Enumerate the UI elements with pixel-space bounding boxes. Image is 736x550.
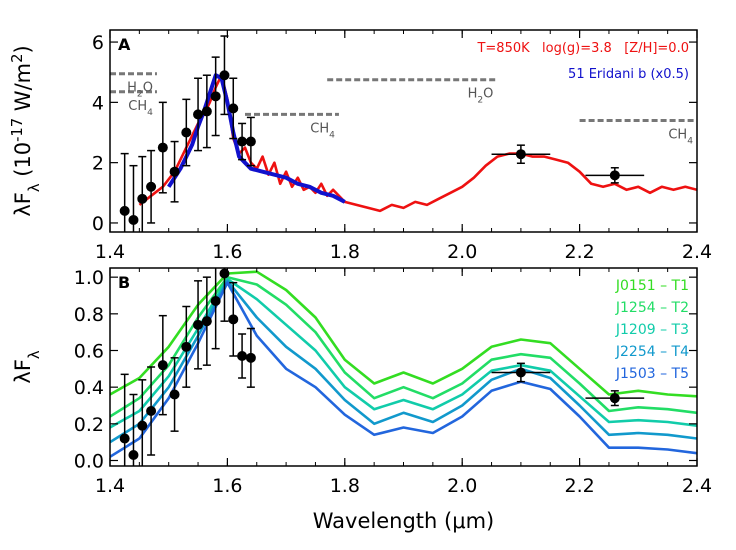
- y-tick-label: 0.0: [74, 451, 104, 473]
- data-point: [228, 314, 239, 325]
- x-tick-label: 2.4: [682, 241, 712, 263]
- data-point: [515, 149, 526, 160]
- y-tick-label: 0.8: [74, 304, 104, 326]
- x-tick-label: 2.2: [564, 241, 594, 263]
- data-point: [228, 103, 239, 114]
- data-point: [119, 205, 130, 216]
- data-point: [181, 127, 192, 138]
- data-point: [201, 316, 212, 327]
- series-line: [138, 73, 697, 213]
- x-tick-label: 1.8: [330, 241, 360, 263]
- data-point: [210, 91, 221, 102]
- legend-entry: J0151 – T1: [615, 278, 689, 294]
- x-tick-label: 2.0: [447, 241, 477, 263]
- x-tick-label: 1.6: [212, 241, 242, 263]
- x-tick-label: 2.0: [447, 475, 477, 497]
- plot-area: [110, 268, 697, 466]
- series-line: [110, 270, 697, 398]
- series-line: [110, 277, 697, 429]
- data-point: [210, 296, 221, 306]
- y-tick-label: 0: [92, 213, 104, 235]
- data-point: [609, 170, 620, 181]
- panel-b: 1.4 1.6 1.8 2.0 2.2 2.4 0.0 0.2 0.4 0.6 0.8 1.0 BλFλ…: [11, 267, 712, 533]
- data-point: [181, 341, 192, 352]
- series-line: [167, 73, 346, 204]
- data-point: [193, 319, 204, 330]
- x-tick-label: 1.4: [95, 241, 125, 263]
- x-axis-title: Wavelength (μm): [313, 509, 494, 533]
- y-tick-label: 0.6: [74, 341, 104, 363]
- data-point: [237, 136, 248, 147]
- data-point: [237, 351, 248, 361]
- legend-entry: J1209 – T3: [615, 322, 689, 338]
- y-tick-label: 1.0: [74, 267, 104, 289]
- data-point: [146, 406, 157, 416]
- plot-area: [110, 35, 697, 232]
- y-tick-label: 0.4: [74, 377, 104, 399]
- data-point: [193, 109, 204, 120]
- data-point: [515, 367, 526, 378]
- y-axis-title: λFλ (10-17 W/m2): [9, 45, 43, 216]
- legend-entry: J1503 – T5: [615, 366, 689, 382]
- x-tick-label: 1.6: [212, 475, 242, 497]
- molecule-label: H2O: [127, 81, 153, 100]
- y-tick-label: 6: [92, 32, 104, 54]
- y-tick-label: 2: [92, 153, 104, 175]
- data-point: [245, 136, 256, 147]
- data-point: [137, 420, 148, 431]
- target-annotation: 51 Eridani b (x0.5): [568, 67, 689, 82]
- data-point: [128, 214, 139, 225]
- data-point: [609, 393, 620, 404]
- data-point: [157, 360, 168, 371]
- data-point: [128, 450, 139, 460]
- molecule-label: CH4: [128, 99, 153, 118]
- molecule-label: H2O: [468, 87, 494, 106]
- x-tick-label: 1.4: [95, 475, 125, 497]
- data-point: [119, 433, 130, 444]
- data-point: [146, 181, 157, 192]
- legend-entry: J2254 – T4: [615, 344, 689, 360]
- data-point: [157, 142, 168, 153]
- data-point: [169, 166, 180, 177]
- molecule-label: CH4: [310, 121, 335, 140]
- series-line: [110, 275, 697, 418]
- panel-letter: B: [118, 273, 130, 292]
- panel-letter: A: [118, 35, 131, 54]
- data-point: [219, 70, 230, 81]
- x-tick-label: 1.8: [330, 475, 360, 497]
- data-point: [137, 193, 148, 204]
- y-tick-label: 0.2: [74, 414, 104, 436]
- y-tick-label: 4: [92, 92, 104, 114]
- x-tick-label: 2.4: [682, 475, 712, 497]
- data-point: [169, 389, 180, 400]
- y-axis-title: λFλ: [11, 350, 43, 384]
- x-tick-label: 2.2: [564, 475, 594, 497]
- model-annotation: T=850K log(g)=3.8 [Z/H]=0.0: [476, 41, 689, 56]
- legend-entry: J1254 – T2: [615, 300, 689, 316]
- data-point: [245, 352, 256, 363]
- molecule-label: CH4: [668, 127, 693, 146]
- data-point: [201, 106, 212, 117]
